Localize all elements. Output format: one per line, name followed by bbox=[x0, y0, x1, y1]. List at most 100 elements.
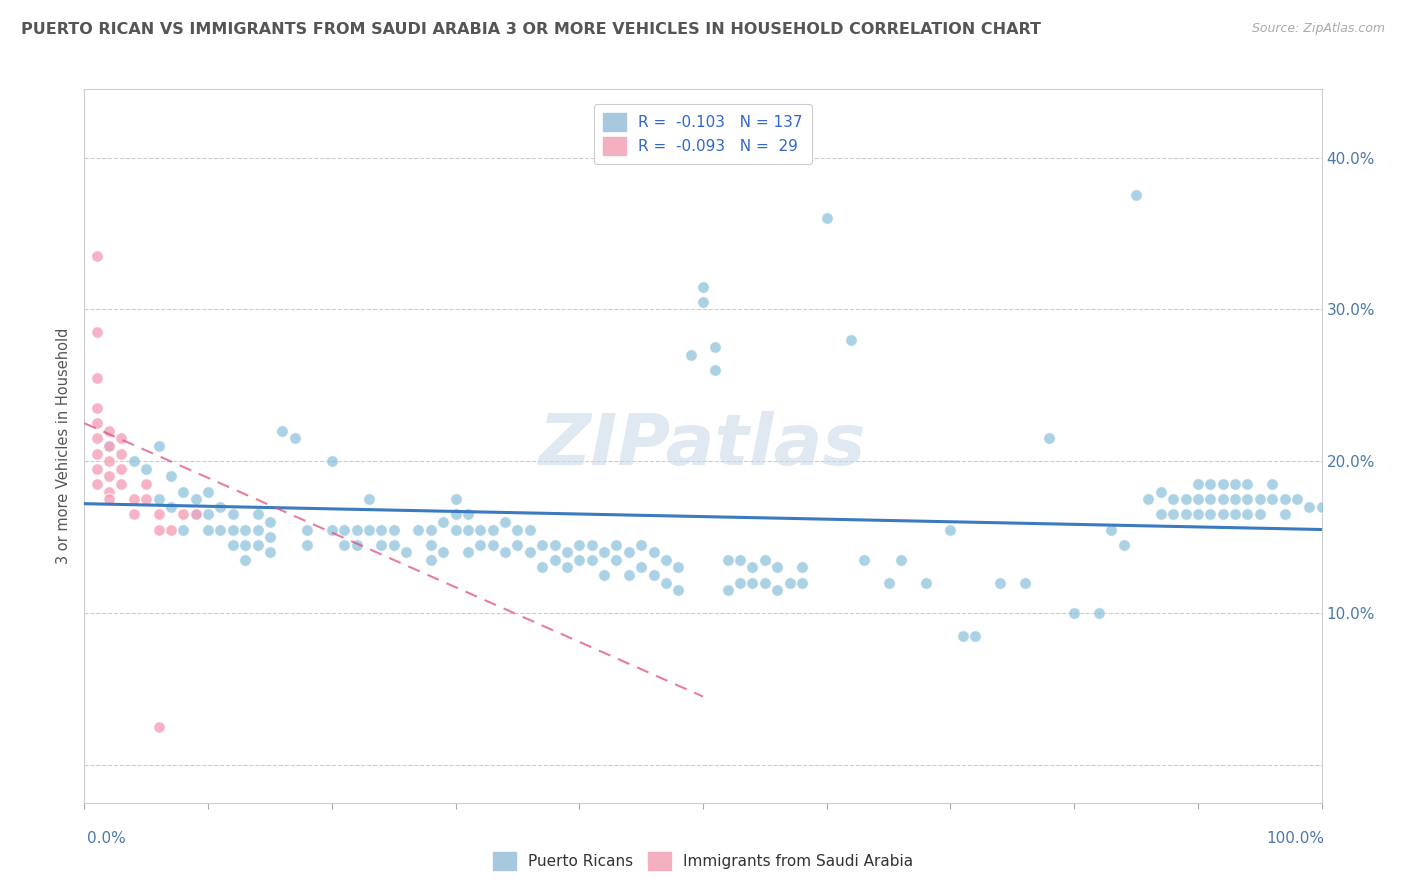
Point bbox=[754, 575, 776, 590]
Point bbox=[1088, 606, 1111, 620]
Point bbox=[717, 583, 740, 598]
Point bbox=[1223, 477, 1246, 491]
Point bbox=[172, 484, 194, 499]
Point bbox=[766, 560, 789, 574]
Point bbox=[86, 401, 108, 415]
Point bbox=[1199, 492, 1222, 507]
Point bbox=[259, 545, 281, 559]
Point bbox=[766, 583, 789, 598]
Point bbox=[110, 431, 132, 445]
Point bbox=[135, 477, 157, 491]
Point bbox=[704, 340, 727, 354]
Point bbox=[209, 523, 232, 537]
Point bbox=[1274, 492, 1296, 507]
Point bbox=[692, 279, 714, 293]
Point bbox=[1199, 508, 1222, 522]
Point bbox=[1063, 606, 1085, 620]
Point bbox=[172, 523, 194, 537]
Point bbox=[965, 629, 987, 643]
Point bbox=[148, 508, 170, 522]
Point bbox=[321, 454, 343, 468]
Point bbox=[1261, 477, 1284, 491]
Point bbox=[357, 492, 380, 507]
Point bbox=[135, 492, 157, 507]
Point bbox=[1212, 492, 1234, 507]
Point bbox=[271, 424, 294, 438]
Point bbox=[617, 545, 640, 559]
Point bbox=[630, 538, 652, 552]
Point bbox=[432, 515, 454, 529]
Point bbox=[148, 523, 170, 537]
Point bbox=[481, 538, 503, 552]
Point bbox=[184, 492, 207, 507]
Text: PUERTO RICAN VS IMMIGRANTS FROM SAUDI ARABIA 3 OR MORE VEHICLES IN HOUSEHOLD COR: PUERTO RICAN VS IMMIGRANTS FROM SAUDI AR… bbox=[21, 22, 1040, 37]
Point bbox=[1236, 492, 1258, 507]
Point bbox=[790, 575, 813, 590]
Point bbox=[1174, 492, 1197, 507]
Point bbox=[444, 508, 467, 522]
Point bbox=[98, 469, 121, 483]
Point bbox=[1014, 575, 1036, 590]
Point bbox=[555, 560, 578, 574]
Point bbox=[506, 523, 529, 537]
Point bbox=[593, 568, 616, 582]
Point bbox=[86, 447, 108, 461]
Point bbox=[222, 508, 245, 522]
Point bbox=[1285, 492, 1308, 507]
Legend: Puerto Ricans, Immigrants from Saudi Arabia: Puerto Ricans, Immigrants from Saudi Ara… bbox=[485, 845, 921, 877]
Point bbox=[432, 545, 454, 559]
Y-axis label: 3 or more Vehicles in Household: 3 or more Vehicles in Household bbox=[56, 328, 72, 564]
Point bbox=[172, 508, 194, 522]
Point bbox=[852, 553, 875, 567]
Point bbox=[519, 545, 541, 559]
Point bbox=[605, 553, 627, 567]
Point bbox=[444, 492, 467, 507]
Point bbox=[1274, 508, 1296, 522]
Point bbox=[246, 508, 269, 522]
Point bbox=[1223, 508, 1246, 522]
Point bbox=[643, 568, 665, 582]
Point bbox=[1236, 508, 1258, 522]
Point bbox=[148, 492, 170, 507]
Point bbox=[197, 523, 219, 537]
Point bbox=[86, 370, 108, 384]
Point bbox=[494, 545, 516, 559]
Point bbox=[717, 553, 740, 567]
Point bbox=[655, 575, 678, 590]
Point bbox=[395, 545, 418, 559]
Point bbox=[1310, 500, 1333, 514]
Point bbox=[1187, 492, 1209, 507]
Point bbox=[160, 523, 183, 537]
Point bbox=[1298, 500, 1320, 514]
Point bbox=[494, 515, 516, 529]
Point bbox=[939, 523, 962, 537]
Point bbox=[148, 720, 170, 734]
Point bbox=[160, 469, 183, 483]
Point bbox=[617, 568, 640, 582]
Point bbox=[197, 484, 219, 499]
Point bbox=[692, 294, 714, 309]
Point bbox=[233, 523, 256, 537]
Point bbox=[790, 560, 813, 574]
Point bbox=[531, 560, 554, 574]
Point bbox=[568, 553, 591, 567]
Point bbox=[1249, 492, 1271, 507]
Point bbox=[222, 538, 245, 552]
Point bbox=[914, 575, 936, 590]
Point bbox=[779, 575, 801, 590]
Point bbox=[815, 211, 838, 226]
Point bbox=[531, 538, 554, 552]
Point bbox=[233, 538, 256, 552]
Point bbox=[98, 454, 121, 468]
Point bbox=[1125, 188, 1147, 202]
Point bbox=[98, 439, 121, 453]
Point bbox=[555, 545, 578, 559]
Point bbox=[419, 553, 441, 567]
Point bbox=[184, 508, 207, 522]
Text: Source: ZipAtlas.com: Source: ZipAtlas.com bbox=[1251, 22, 1385, 36]
Text: 0.0%: 0.0% bbox=[87, 831, 127, 847]
Point bbox=[98, 424, 121, 438]
Point bbox=[988, 575, 1011, 590]
Point bbox=[728, 575, 751, 590]
Point bbox=[295, 538, 318, 552]
